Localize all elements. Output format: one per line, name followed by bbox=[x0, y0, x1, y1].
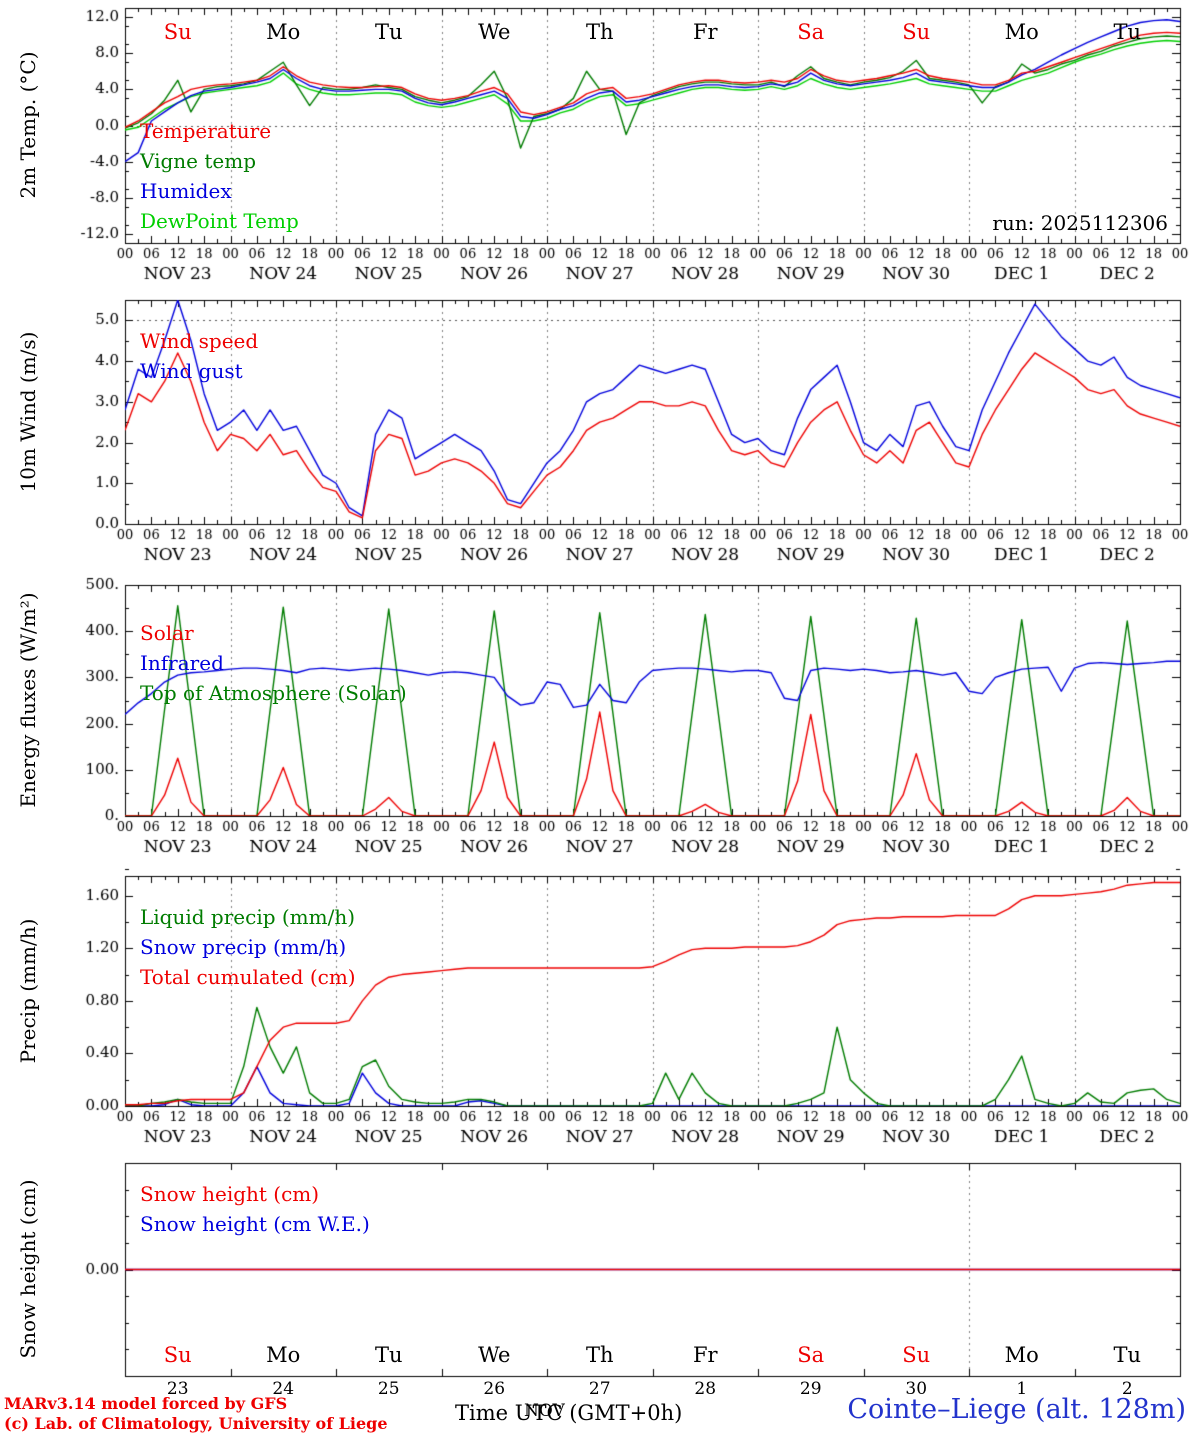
weekday-label: Th bbox=[585, 1343, 614, 1367]
weekday-label: Mo bbox=[1004, 1343, 1039, 1367]
day-number-label: 28 bbox=[694, 1379, 717, 1399]
day-number-label: 27 bbox=[588, 1379, 611, 1399]
weekday-label: Tu bbox=[374, 20, 403, 44]
legend-item-wind-gust: Wind gust bbox=[140, 359, 243, 383]
y-axis-title-snow: Snow height (cm) bbox=[16, 1179, 40, 1359]
legend-item-snow-precip: Snow precip (mm/h) bbox=[140, 935, 347, 959]
legend-item-snow-height: Snow height (cm) bbox=[140, 1182, 320, 1206]
station-label: Cointe–Liege (alt. 128m) bbox=[847, 1394, 1186, 1425]
legend-item-temperature: Temperature bbox=[140, 119, 272, 143]
legend-precip: Liquid precip (mm/h) Snow precip (mm/h) … bbox=[140, 902, 356, 992]
weekday-label: Fr bbox=[692, 20, 718, 44]
weekday-label: We bbox=[478, 1343, 511, 1367]
weekday-label: Su bbox=[163, 1343, 192, 1367]
day-number-label: 30 bbox=[905, 1379, 928, 1399]
weekday-label: Tu bbox=[374, 1343, 403, 1367]
legend-item-infrared: Infrared bbox=[140, 651, 224, 675]
y-axis-title-energy: Energy fluxes (W/m²) bbox=[16, 592, 40, 808]
weekday-label: Sa bbox=[797, 20, 825, 44]
legend-item-solar: Solar bbox=[140, 621, 194, 645]
legend-snow: Snow height (cm) Snow height (cm W.E.) bbox=[140, 1179, 370, 1239]
day-number-label: 2 bbox=[1121, 1379, 1133, 1399]
model-credit-line1: MARv3.14 model forced by GFS bbox=[4, 1394, 288, 1413]
day-number-label: 29 bbox=[799, 1379, 822, 1399]
weekday-label: Su bbox=[902, 20, 931, 44]
legend-item-wind-speed: Wind speed bbox=[140, 329, 259, 353]
legend-item-humidex: Humidex bbox=[140, 179, 232, 203]
y-axis-title-temperature: 2m Temp. (°C) bbox=[16, 51, 40, 199]
legend-item-snow-height-we: Snow height (cm W.E.) bbox=[140, 1212, 370, 1236]
day-number-label: 26 bbox=[483, 1379, 506, 1399]
weekday-label: Tu bbox=[1113, 20, 1142, 44]
day-number-label: 23 bbox=[166, 1379, 189, 1399]
y-axis-title-precip: Precip (mm/h) bbox=[16, 918, 40, 1064]
legend-energy: Solar Infrared Top of Atmosphere (Solar) bbox=[140, 618, 407, 708]
legend-item-total-cumulated: Total cumulated (cm) bbox=[140, 965, 356, 989]
legend-item-dewpoint: DewPoint Temp bbox=[140, 209, 299, 233]
legend-item-toa-solar: Top of Atmosphere (Solar) bbox=[140, 681, 407, 705]
run-label: run: 2025112306 bbox=[992, 211, 1168, 235]
legend-item-vigne-temp: Vigne temp bbox=[140, 149, 257, 173]
legend-item-liquid-precip: Liquid precip (mm/h) bbox=[140, 905, 356, 929]
day-number-label: 25 bbox=[377, 1379, 400, 1399]
weekday-label: Mo bbox=[266, 1343, 301, 1367]
weekday-label: Mo bbox=[1004, 20, 1039, 44]
day-number-label: 24 bbox=[272, 1379, 295, 1399]
weekday-label: Fr bbox=[692, 1343, 718, 1367]
day-number-label: 1 bbox=[1016, 1379, 1028, 1399]
y-axis-title-wind: 10m Wind (m/s) bbox=[16, 331, 40, 493]
weekday-label: Sa bbox=[797, 1343, 825, 1367]
weekday-label: Mo bbox=[266, 20, 301, 44]
legend-wind: Wind speed Wind gust bbox=[140, 326, 258, 386]
x-axis-title: Time UTC (GMT+0h) bbox=[455, 1401, 683, 1425]
overlapping-month-label: NOV bbox=[524, 1401, 565, 1421]
weekday-label: Th bbox=[585, 20, 614, 44]
model-credit-line2: (c) Lab. of Climatology, University of L… bbox=[4, 1414, 388, 1433]
weekday-label: We bbox=[478, 20, 511, 44]
weekday-label: Tu bbox=[1113, 1343, 1142, 1367]
weekday-label: Su bbox=[902, 1343, 931, 1367]
legend-temperature: Temperature Vigne temp Humidex DewPoint … bbox=[140, 116, 299, 236]
weekday-label: Su bbox=[163, 20, 192, 44]
